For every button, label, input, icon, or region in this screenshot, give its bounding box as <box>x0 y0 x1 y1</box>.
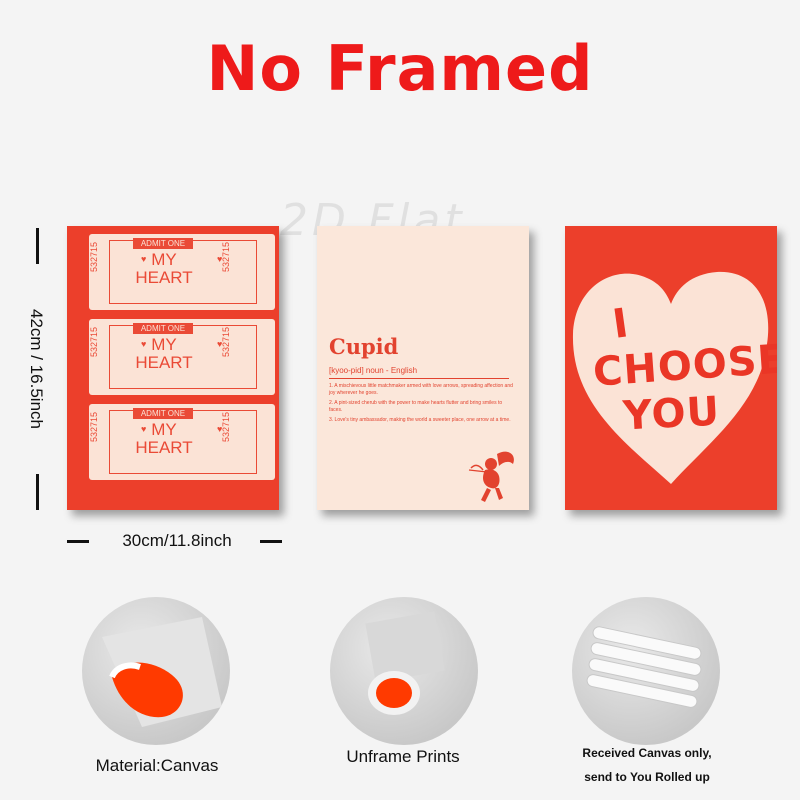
canvas-roll-icon <box>365 611 445 715</box>
ticket-number: 532715 <box>89 241 99 273</box>
ticket-line1: MY <box>151 250 177 269</box>
divider <box>329 378 509 379</box>
poster-i-choose-you: I CHOOSE YOU <box>565 226 777 510</box>
ticket: ADMIT ONE 532715 532715 ♥ ♥ MY HEART <box>89 404 275 480</box>
slogan-line2: CHOOSE <box>591 336 777 396</box>
caption-unframe: Unframe Prints <box>346 747 460 766</box>
ticket-line2: HEART <box>135 268 193 287</box>
definition-list: 1. A mischievous little matchmaker armed… <box>329 383 515 427</box>
ticket-line2: HEART <box>135 353 193 372</box>
cupid-icon <box>468 451 514 502</box>
ticket-number: 532715 <box>221 241 231 273</box>
canvas-material-photo <box>82 597 230 745</box>
ticket: ADMIT ONE 532715 532715 ♥ ♥ MY HEART <box>89 234 275 310</box>
ticket: ADMIT ONE 532715 532715 ♥ ♥ MY HEART <box>89 319 275 395</box>
ticket-admit: ADMIT ONE <box>133 238 193 249</box>
ticket-number: 532715 <box>89 326 99 358</box>
ticket-number: 532715 <box>89 411 99 443</box>
heart-icon: ♥ <box>141 254 147 264</box>
definition-word: Cupid <box>329 334 399 359</box>
poster-cupid-definition: Cupid [kyoo-pid] noun - English 1. A mis… <box>317 226 529 510</box>
dimension-bar-right <box>260 540 282 543</box>
dimension-bar-bottom <box>36 474 39 510</box>
ticket-admit: ADMIT ONE <box>133 323 193 334</box>
unframed-roll-photo <box>330 597 478 745</box>
caption-material: Material:Canvas <box>95 756 219 775</box>
height-dimension <box>36 228 40 510</box>
rolled-canvas-photo <box>572 597 720 745</box>
ticket-line2: HEART <box>135 438 193 457</box>
definition-item: 1. A mischievous little matchmaker armed… <box>329 383 513 396</box>
definition-item: 2. A pint-sized cherub with the power to… <box>329 400 503 413</box>
heart-icon: ♥ <box>141 424 147 434</box>
heart-icon: ♥ <box>217 424 223 434</box>
definition-item: 3. Love's tiny ambassador, making the wo… <box>329 417 511 423</box>
ticket-line1: MY <box>151 420 177 439</box>
slogan-line3: YOU <box>621 388 722 440</box>
width-label: 30cm/11.8inch <box>122 531 232 550</box>
canvas-curl-icon <box>102 617 222 727</box>
caption-rolled-line1: Received Canvas only, <box>582 746 712 760</box>
heart-icon: ♥ <box>217 254 223 264</box>
poster-my-heart-tickets: ADMIT ONE 532715 532715 ♥ ♥ MY HEART ADM… <box>67 226 279 510</box>
caption-rolled-line2: send to You Rolled up <box>584 770 710 784</box>
ticket-admit: ADMIT ONE <box>133 408 193 419</box>
caption-rolled: Received Canvas only, send to You Rolled… <box>562 741 732 789</box>
width-dimension: 30cm/11.8inch <box>67 531 282 551</box>
heart-icon <box>572 271 769 484</box>
page-title: No Framed <box>206 32 594 105</box>
definition-pronunciation: [kyoo-pid] noun - English <box>329 366 418 375</box>
dimension-bar-top <box>36 228 39 264</box>
dimension-bar-left <box>67 540 89 543</box>
ticket-number: 532715 <box>221 326 231 358</box>
height-label: 42cm / 16.5inch <box>27 308 46 429</box>
ticket-line1: MY <box>151 335 177 354</box>
heart-icon: ♥ <box>141 339 147 349</box>
ticket-number: 532715 <box>221 411 231 443</box>
heart-icon: ♥ <box>217 339 223 349</box>
rolled-tubes-icon <box>586 626 702 708</box>
